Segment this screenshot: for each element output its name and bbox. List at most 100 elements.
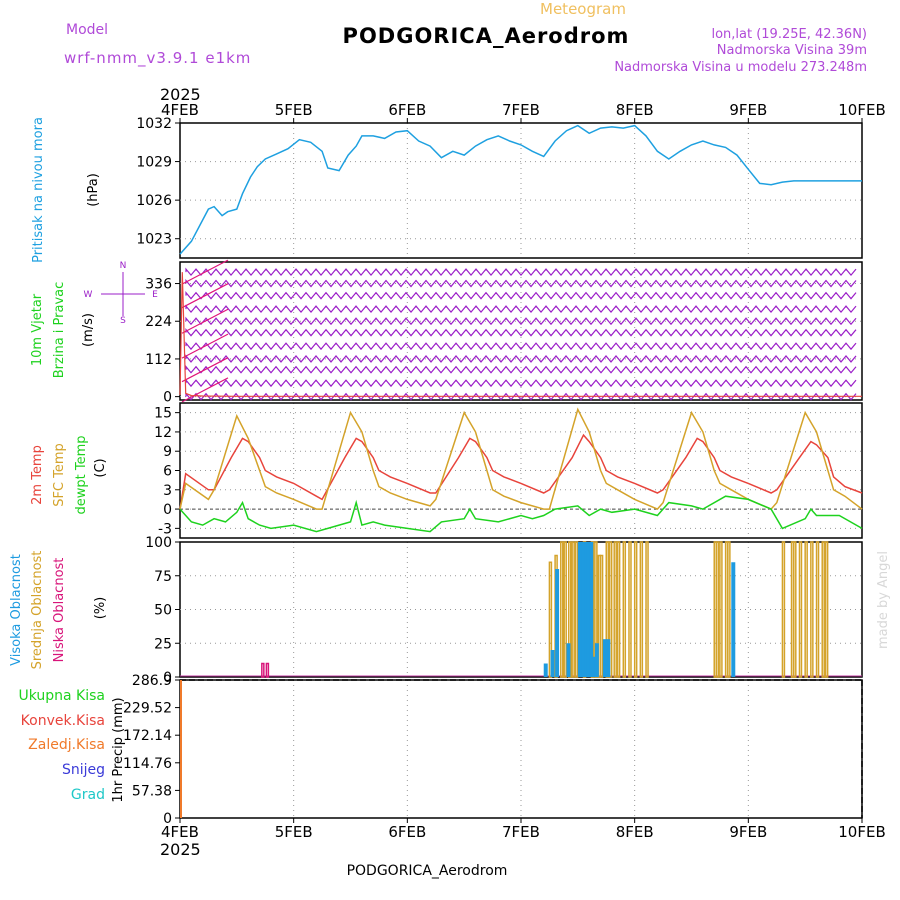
compass-e: E (152, 290, 158, 300)
y-tick-label: 112 (145, 352, 172, 368)
cloud-mid-bar (727, 541, 731, 678)
x-tick-label-top: 7FEB (502, 101, 540, 119)
top-year-label: 2025 (160, 85, 201, 104)
wind-barb-row (185, 278, 857, 288)
temp-line-1 (179, 407, 863, 511)
wind-arrow (181, 283, 229, 309)
temp-title-2: SFC Temp (52, 443, 67, 507)
model-name: wrf-nmm_v3.9.1 e1km (64, 49, 251, 68)
cloud-mid-bar (804, 541, 808, 678)
wind-barb-row (185, 328, 857, 337)
x-tick-label-top: 8FEB (616, 101, 654, 119)
y-tick-label: 286.9 (132, 673, 172, 689)
y-tick-label: -3 (158, 521, 172, 537)
cloud-high-bar (581, 542, 586, 677)
meteogram-label: Meteogram (540, 0, 626, 18)
wind-barb-row (185, 267, 857, 277)
wind-unit: (m/s) (81, 313, 96, 347)
x-tick-label-top: 4FEB (161, 101, 199, 119)
x-tick-label-top: 6FEB (388, 101, 426, 119)
cloud-high-bar (555, 569, 560, 677)
pressure-panel: Pritisak na nivou mora (hPa) (31, 117, 101, 263)
cloud-mid-bar (574, 541, 579, 678)
y-tick-label: 100 (145, 535, 172, 551)
y-tick-label: 1032 (136, 116, 172, 132)
x-tick-label-top: 5FEB (275, 101, 313, 119)
y-tick-label: 1029 (136, 155, 172, 171)
x-tick-label-bottom: 8FEB (616, 823, 654, 841)
y-tick-label: 0 (163, 390, 172, 406)
cloud-low-bar (261, 662, 265, 678)
cloud-mid-bar (560, 541, 564, 678)
bottom-year-label: 2025 (160, 840, 201, 859)
cloud-mid-bar (608, 541, 613, 678)
y-tick-label: 12 (154, 425, 172, 441)
cloud-mid-bar (810, 541, 814, 678)
temp-line-0 (179, 433, 863, 510)
cloud-high-bar (543, 663, 548, 677)
y-tick-label: 1023 (136, 232, 172, 248)
pressure-unit: (hPa) (86, 173, 101, 207)
x-tick-label-top: 10FEB (838, 101, 885, 119)
cloud-mid-bar (798, 541, 803, 678)
legend-total: Ukupna Kisa (18, 688, 105, 704)
y-tick-label: 3 (163, 483, 172, 499)
credit-label: made by Angel (876, 551, 891, 649)
cloud-high-bar (589, 542, 594, 677)
precip-bar (180, 680, 182, 818)
y-tick-label: 336 (145, 277, 172, 293)
cloud-unit: (%) (93, 597, 108, 620)
wind-barb-row (185, 341, 857, 351)
wind-barb-row (185, 304, 857, 314)
wind-arrow (181, 259, 229, 285)
station-title: PODGORICA_Aerodrom (343, 24, 630, 48)
wind-title-2: Brzina i Pravac (52, 282, 67, 379)
y-tick-label: 172.14 (123, 728, 172, 744)
x-tick-label-bottom: 5FEB (275, 823, 313, 841)
cloud-high-bar (591, 656, 596, 677)
temp-title-3: dewpt Temp (74, 435, 89, 514)
cloud-high-bar (550, 650, 555, 677)
precip-panel: Ukupna Kisa Konvek.Kisa Zaledj.Kisa Snij… (18, 688, 126, 803)
temperature-panel: 2m Temp SFC Temp dewpt Temp (C) (30, 435, 108, 514)
wind-barb-row (185, 378, 857, 388)
y-tick-label: 50 (154, 603, 172, 619)
cloud-mid-bar (719, 541, 723, 678)
legend-snow: Snijeg (62, 762, 105, 778)
cloud-mid-bar (613, 541, 617, 678)
cloud-high-bar (731, 562, 736, 677)
pressure-title: Pritisak na nivou mora (31, 117, 46, 263)
pressure-line (179, 124, 862, 255)
cloud-high-bar (566, 643, 571, 677)
wind-arrow (181, 377, 229, 403)
x-tick-label-bottom: 6FEB (388, 823, 426, 841)
cloud-mid-bar (793, 541, 797, 678)
legend-conv: Konvek.Kisa (21, 713, 105, 729)
wind-barb-row (185, 316, 857, 326)
y-tick-label: 114.76 (123, 756, 172, 772)
cloud-mid-bar (571, 541, 575, 678)
cloud-mid-bar (622, 541, 627, 678)
y-tick-label: 15 (154, 406, 172, 422)
cloud-high-bar (606, 639, 611, 677)
temp-line-2 (179, 495, 863, 533)
cloud-title-3: Niska Oblacnost (52, 558, 67, 663)
cloud-high-bar (577, 542, 582, 677)
wind-title-1: 10m Vjetar (30, 293, 45, 366)
wind-barb-row (185, 365, 857, 374)
cloud-mid-bar (815, 541, 820, 678)
cloud-high-bar (594, 643, 599, 677)
cloud-mid-bar (548, 561, 553, 678)
cloud-mid-bar (781, 541, 786, 678)
x-tick-label-top: 9FEB (729, 101, 767, 119)
cloud-mid-bar (563, 541, 567, 678)
cloud-panel: Visoka Oblacnost Srednja Oblacnost Niska… (9, 551, 891, 670)
cloud-mid-bar (715, 541, 720, 678)
y-tick-label: 75 (154, 569, 172, 585)
legend-frz: Zaledj.Kisa (28, 737, 105, 753)
wind-speed-line (179, 272, 862, 397)
y-tick-label: 57.38 (132, 783, 172, 799)
cloud-high-bar (584, 542, 589, 677)
wind-barb-row (185, 291, 857, 300)
